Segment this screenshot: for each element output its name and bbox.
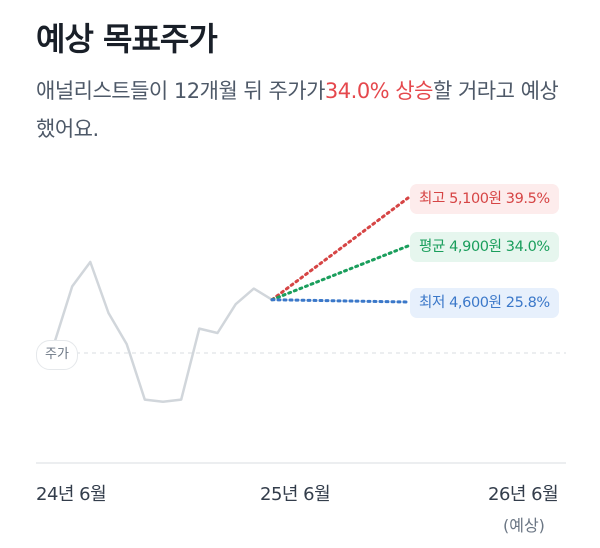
page-title: 예상 목표주가: [36, 20, 218, 58]
target-average-label: 평균 4,900원 34.0%: [410, 232, 559, 262]
price-history-line: [52, 260, 274, 404]
projection-line-average: [270, 244, 410, 302]
x-tick-label-mid: 25년 6월: [260, 484, 331, 505]
x-tick-label-end: 26년 6월: [488, 484, 559, 505]
target-low-label: 최저 4,600원 25.8%: [410, 288, 559, 318]
target-high-label: 최고 5,100원 39.5%: [410, 184, 559, 214]
current-price-chip: 주가: [36, 340, 78, 370]
projection-line-high: [270, 196, 410, 302]
x-tick-sublabel-end: (예상): [503, 516, 545, 535]
x-tick-label-start: 24년 6월: [36, 484, 107, 505]
description-highlight: 34.0% 상승: [324, 79, 434, 103]
description-text: 애널리스트들이 12개월 뒤 주가가: [36, 79, 325, 103]
projection-line-low: [270, 298, 410, 304]
description-suffix: 할 거라고 예상했어요.: [36, 79, 559, 141]
description: 애널리스트들이 12개월 뒤 주가가34.0% 상승할 거라고 예상했어요.: [36, 72, 576, 148]
